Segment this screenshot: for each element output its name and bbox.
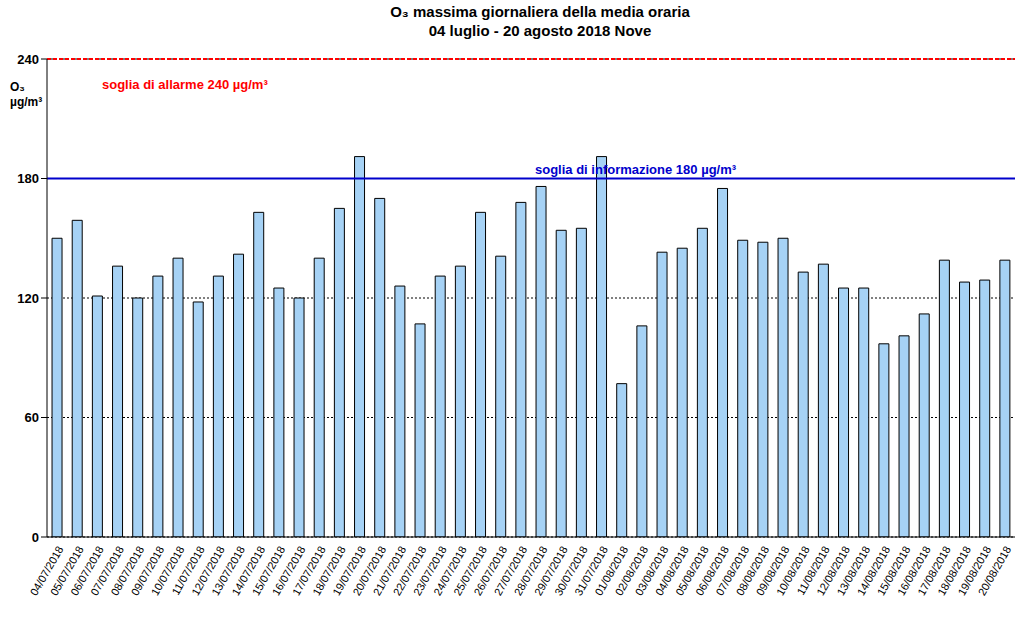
svg-text:25/07/2018: 25/07/2018 [451, 543, 490, 598]
svg-text:soglia di informazione 180 µg/: soglia di informazione 180 µg/m³ [535, 162, 737, 177]
svg-text:31/07/2018: 31/07/2018 [572, 543, 611, 598]
svg-text:27/07/2018: 27/07/2018 [491, 543, 530, 598]
svg-text:13/08/2018: 13/08/2018 [834, 543, 873, 598]
svg-text:180: 180 [17, 171, 39, 186]
svg-text:60: 60 [25, 410, 39, 425]
svg-text:23/07/2018: 23/07/2018 [410, 543, 449, 598]
svg-text:05/08/2018: 05/08/2018 [673, 543, 711, 598]
svg-text:05/07/2018: 05/07/2018 [47, 543, 86, 598]
svg-text:28/07/2018: 28/07/2018 [511, 543, 550, 598]
svg-text:17/07/2018: 17/07/2018 [289, 543, 328, 598]
html-text:µg/m³: µg/m³ [10, 95, 43, 109]
html-text:04 luglio - 20 agosto 2018 Nov: 04 luglio - 20 agosto 2018 Nove [428, 22, 652, 39]
svg-text:19/07/2018: 19/07/2018 [330, 543, 369, 598]
svg-text:22/07/2018: 22/07/2018 [390, 543, 429, 598]
svg-text:17/08/2018: 17/08/2018 [915, 543, 953, 598]
svg-text:14/07/2018: 14/07/2018 [229, 543, 268, 598]
svg-text:08/07/2018: 08/07/2018 [108, 543, 147, 598]
svg-text:20/08/2018: 20/08/2018 [975, 544, 1013, 598]
svg-text:26/07/2018: 26/07/2018 [471, 543, 510, 598]
svg-text:09/07/2018: 09/07/2018 [128, 543, 167, 598]
svg-text:24/07/2018: 24/07/2018 [431, 543, 469, 598]
svg-text:11/07/2018: 11/07/2018 [169, 543, 207, 597]
svg-text:15/07/2018: 15/07/2018 [249, 543, 288, 598]
svg-text:10/08/2018: 10/08/2018 [773, 543, 812, 598]
svg-text:16/08/2018: 16/08/2018 [894, 543, 933, 598]
svg-text:13/07/2018: 13/07/2018 [209, 543, 248, 598]
svg-text:06/07/2018: 06/07/2018 [68, 543, 106, 598]
svg-text:20/07/2018: 20/07/2018 [350, 543, 389, 598]
svg-text:0: 0 [32, 530, 39, 545]
svg-text:29/07/2018: 29/07/2018 [531, 543, 570, 598]
svg-text:120: 120 [17, 291, 39, 306]
svg-text:10/07/2018: 10/07/2018 [148, 543, 187, 598]
svg-text:240: 240 [17, 52, 39, 67]
svg-text:06/08/2018: 06/08/2018 [693, 543, 732, 598]
svg-text:01/08/2018: 01/08/2018 [592, 543, 631, 598]
svg-text:18/08/2018: 18/08/2018 [935, 543, 974, 598]
svg-text:15/08/2018: 15/08/2018 [874, 543, 913, 598]
svg-text:soglia di allarme 240 µg/m³: soglia di allarme 240 µg/m³ [102, 77, 268, 92]
svg-text:18/07/2018: 18/07/2018 [310, 543, 348, 598]
html-text:O₃ massima giornaliera della m: O₃ massima giornaliera della media orari… [390, 3, 690, 20]
svg-text:16/07/2018: 16/07/2018 [269, 543, 308, 598]
html-text:O₃: O₃ [10, 80, 25, 94]
svg-text:04/08/2018: 04/08/2018 [652, 543, 691, 598]
svg-text:09/08/2018: 09/08/2018 [753, 543, 792, 598]
svg-text:07/08/2018: 07/08/2018 [713, 543, 752, 598]
svg-text:30/07/2018: 30/07/2018 [552, 543, 590, 598]
svg-text:08/08/2018: 08/08/2018 [733, 543, 772, 598]
svg-text:04/07/2018: 04/07/2018 [27, 543, 66, 598]
svg-text:12/07/2018: 12/07/2018 [189, 543, 227, 598]
svg-text:12/08/2018: 12/08/2018 [814, 543, 853, 598]
svg-text:07/07/2018: 07/07/2018 [88, 543, 127, 598]
svg-text:21/07/2018: 21/07/2018 [370, 543, 409, 598]
svg-text:03/08/2018: 03/08/2018 [632, 543, 671, 598]
svg-text:14/08/2018: 14/08/2018 [854, 543, 893, 598]
svg-text:02/08/2018: 02/08/2018 [612, 543, 651, 598]
svg-text:19/08/2018: 19/08/2018 [955, 543, 994, 598]
svg-text:11/08/2018: 11/08/2018 [794, 543, 832, 597]
